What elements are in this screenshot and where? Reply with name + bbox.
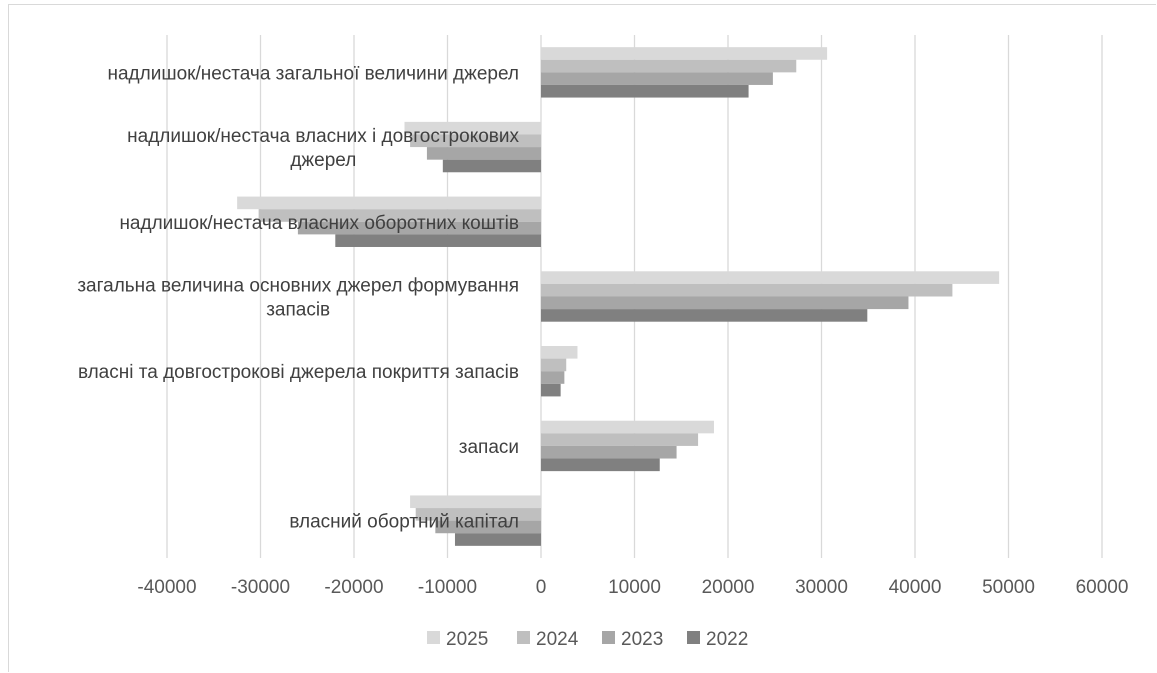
bar-2024-cat-2 [258,209,541,222]
bar-2024-cat-3 [541,283,953,297]
legend-label-2024: 2024 [536,629,579,650]
bar-2025-cat-2 [237,196,541,210]
x-tick-label-8: 40000 [889,577,942,598]
x-axis-tick-labels: -40000 -30000 -20000 -10000 0 10000 20000 30000… [137,577,1128,598]
x-tick-label-9: 50000 [982,577,1035,598]
bar-2025-cat-6 [410,495,541,509]
category-label-3-line-1: запасів [266,300,330,321]
bars [237,47,1000,546]
bar-2025-cat-3 [541,271,1000,284]
legend-swatch-2023 [602,631,615,644]
bar-2022-cat-6 [454,533,541,546]
legend-label-2022: 2022 [706,629,748,650]
bar-2022-cat-0 [541,84,749,98]
bar-2023-cat-0 [541,72,773,85]
bar-2023-cat-4 [541,371,565,384]
bar-2023-cat-1 [426,147,541,160]
bar-2023-cat-3 [541,296,909,310]
x-tick-label-1: -30000 [231,577,290,598]
legend-label-2023: 2023 [621,629,663,650]
bar-2022-cat-3 [541,309,868,322]
bar-2023-cat-5 [541,445,677,459]
x-tick-label-5: 10000 [608,577,661,598]
bar-2025-cat-4 [541,346,578,359]
category-label-3-line-0: загальна величина основних джерел формув… [77,276,519,297]
x-tick-label-7: 30000 [795,577,848,598]
bar-2022-cat-4 [541,383,561,397]
category-labels: надлишок/нестача загальної величини джер… [77,63,519,532]
category-label-4-line-0: власні та довгострокові джерела покриття… [78,362,519,383]
x-tick-label-10: 60000 [1076,577,1129,598]
bar-2022-cat-2 [335,234,541,247]
category-label-6-line-0: власний обортний капітал [289,512,519,533]
bar-2025-cat-5 [541,420,714,434]
category-label-1-line-1: джерел [290,150,356,171]
bar-2022-cat-5 [541,458,660,472]
legend: 2025 2024 2023 2022 [427,629,748,650]
bar-2024-cat-4 [541,358,567,372]
bar-2024-cat-6 [415,508,541,521]
bar-2025-cat-0 [541,47,828,60]
legend-swatch-2025 [427,631,440,644]
category-label-1-line-0: надлишок/нестача власних і довгострокови… [127,126,519,147]
legend-swatch-2024 [517,631,530,644]
chart-frame [8,4,1156,672]
bar-2024-cat-0 [541,59,797,73]
category-label-2-line-0: надлишок/нестача власних оборотних кошті… [119,213,519,234]
bar-2023-cat-2 [297,221,541,235]
x-tick-label-4: 0 [536,577,547,598]
bar-2024-cat-1 [410,134,541,148]
bar-2023-cat-6 [435,520,541,534]
bar-2025-cat-1 [404,121,541,135]
category-label-0-line-0: надлишок/нестача загальної величини джер… [107,63,519,84]
legend-label-2025: 2025 [446,629,488,650]
x-tick-label-3: -10000 [418,577,477,598]
x-tick-label-6: 20000 [702,577,755,598]
bar-2024-cat-5 [541,433,699,446]
category-label-5-line-0: запаси [459,437,519,458]
bar-2022-cat-1 [442,159,541,173]
legend-swatch-2022 [687,631,700,644]
x-tick-label-2: -20000 [324,577,383,598]
x-tick-label-0: -40000 [137,577,196,598]
